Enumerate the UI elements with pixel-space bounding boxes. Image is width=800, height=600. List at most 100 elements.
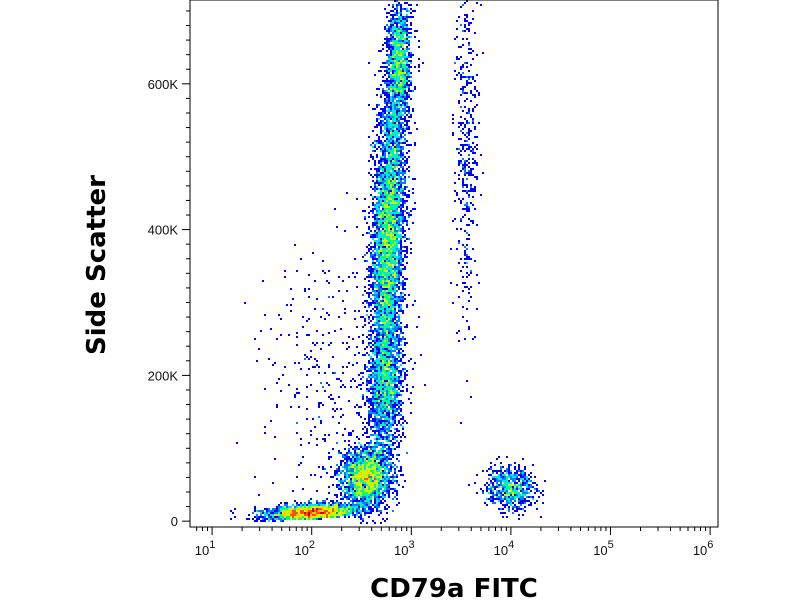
event-dot: [340, 492, 342, 494]
event-dot: [378, 244, 380, 246]
event-dot: [384, 330, 386, 332]
event-dot: [372, 332, 374, 334]
event-dot: [378, 292, 380, 294]
event-dot: [328, 456, 330, 458]
event-dot: [374, 504, 376, 506]
event-dot: [400, 400, 402, 402]
event-dot: [414, 178, 416, 180]
event-dot: [386, 378, 388, 380]
event-dot: [370, 508, 372, 510]
event-dot: [398, 324, 400, 326]
event-dot: [386, 240, 388, 242]
event-dot: [396, 202, 398, 204]
event-dot: [400, 124, 402, 126]
event-dot: [400, 132, 402, 134]
event-dot: [404, 178, 406, 180]
event-dot: [396, 156, 398, 158]
event-dot: [394, 260, 396, 262]
event-dot: [468, 110, 470, 112]
event-dot: [410, 214, 412, 216]
event-dot: [380, 384, 382, 386]
event-dot: [388, 398, 390, 400]
event-dot: [274, 520, 276, 522]
event-dot: [512, 484, 514, 486]
event-dot: [382, 308, 384, 310]
event-dot: [390, 398, 392, 400]
event-dot: [366, 476, 368, 478]
event-dot: [408, 64, 410, 66]
event-dot: [404, 282, 406, 284]
event-dot: [472, 204, 474, 206]
event-dot: [322, 502, 324, 504]
event-dot: [376, 346, 378, 348]
event-dot: [518, 488, 520, 490]
event-dot: [380, 452, 382, 454]
event-dot: [518, 470, 520, 472]
event-dot: [394, 132, 396, 134]
event-dot: [364, 432, 366, 434]
event-dot: [378, 160, 380, 162]
event-dot: [466, 98, 468, 100]
event-dot: [388, 148, 390, 150]
event-dot: [362, 490, 364, 492]
event-dot: [386, 474, 388, 476]
event-dot: [372, 492, 374, 494]
event-dot: [408, 216, 410, 218]
event-dot: [394, 300, 396, 302]
event-dot: [350, 462, 352, 464]
event-dot: [384, 392, 386, 394]
event-dot: [378, 390, 380, 392]
event-dot: [388, 254, 390, 256]
event-dot: [466, 136, 468, 138]
event-dot: [372, 470, 374, 472]
event-dot: [394, 324, 396, 326]
event-dot: [374, 368, 376, 370]
event-dot: [388, 374, 390, 376]
event-dot: [306, 518, 308, 520]
event-dot: [490, 466, 492, 468]
event-dot: [402, 54, 404, 56]
event-dot: [394, 410, 396, 412]
event-dot: [394, 92, 396, 94]
event-dot: [396, 104, 398, 106]
event-dot: [384, 216, 386, 218]
event-dot: [382, 350, 384, 352]
event-dot: [392, 370, 394, 372]
event-dot: [388, 404, 390, 406]
event-dot: [382, 332, 384, 334]
event-dot: [400, 26, 402, 28]
event-dot: [380, 344, 382, 346]
event-dot: [372, 290, 374, 292]
event-dot: [376, 314, 378, 316]
event-dot: [398, 68, 400, 70]
event-dot: [342, 508, 344, 510]
event-dot: [404, 94, 406, 96]
event-dot: [368, 450, 370, 452]
event-dot: [384, 80, 386, 82]
event-dot: [388, 298, 390, 300]
event-dot: [400, 78, 402, 80]
event-dot: [358, 482, 360, 484]
event-dot: [408, 72, 410, 74]
event-dot: [382, 290, 384, 292]
event-dot: [524, 506, 526, 508]
event-dot: [292, 516, 294, 518]
event-dot: [400, 58, 402, 60]
event-dot: [406, 262, 408, 264]
event-dot: [406, 30, 408, 32]
event-dot: [398, 282, 400, 284]
event-dot: [320, 506, 322, 508]
event-dot: [396, 174, 398, 176]
event-dot: [388, 376, 390, 378]
event-dot: [388, 180, 390, 182]
event-dot: [378, 354, 380, 356]
event-dot: [384, 354, 386, 356]
event-dot: [516, 486, 518, 488]
event-dot: [400, 424, 402, 426]
event-dot: [334, 470, 336, 472]
event-dot: [378, 114, 380, 116]
event-dot: [306, 508, 308, 510]
event-dot: [502, 512, 504, 514]
event-dot: [404, 172, 406, 174]
event-dot: [464, 20, 466, 22]
